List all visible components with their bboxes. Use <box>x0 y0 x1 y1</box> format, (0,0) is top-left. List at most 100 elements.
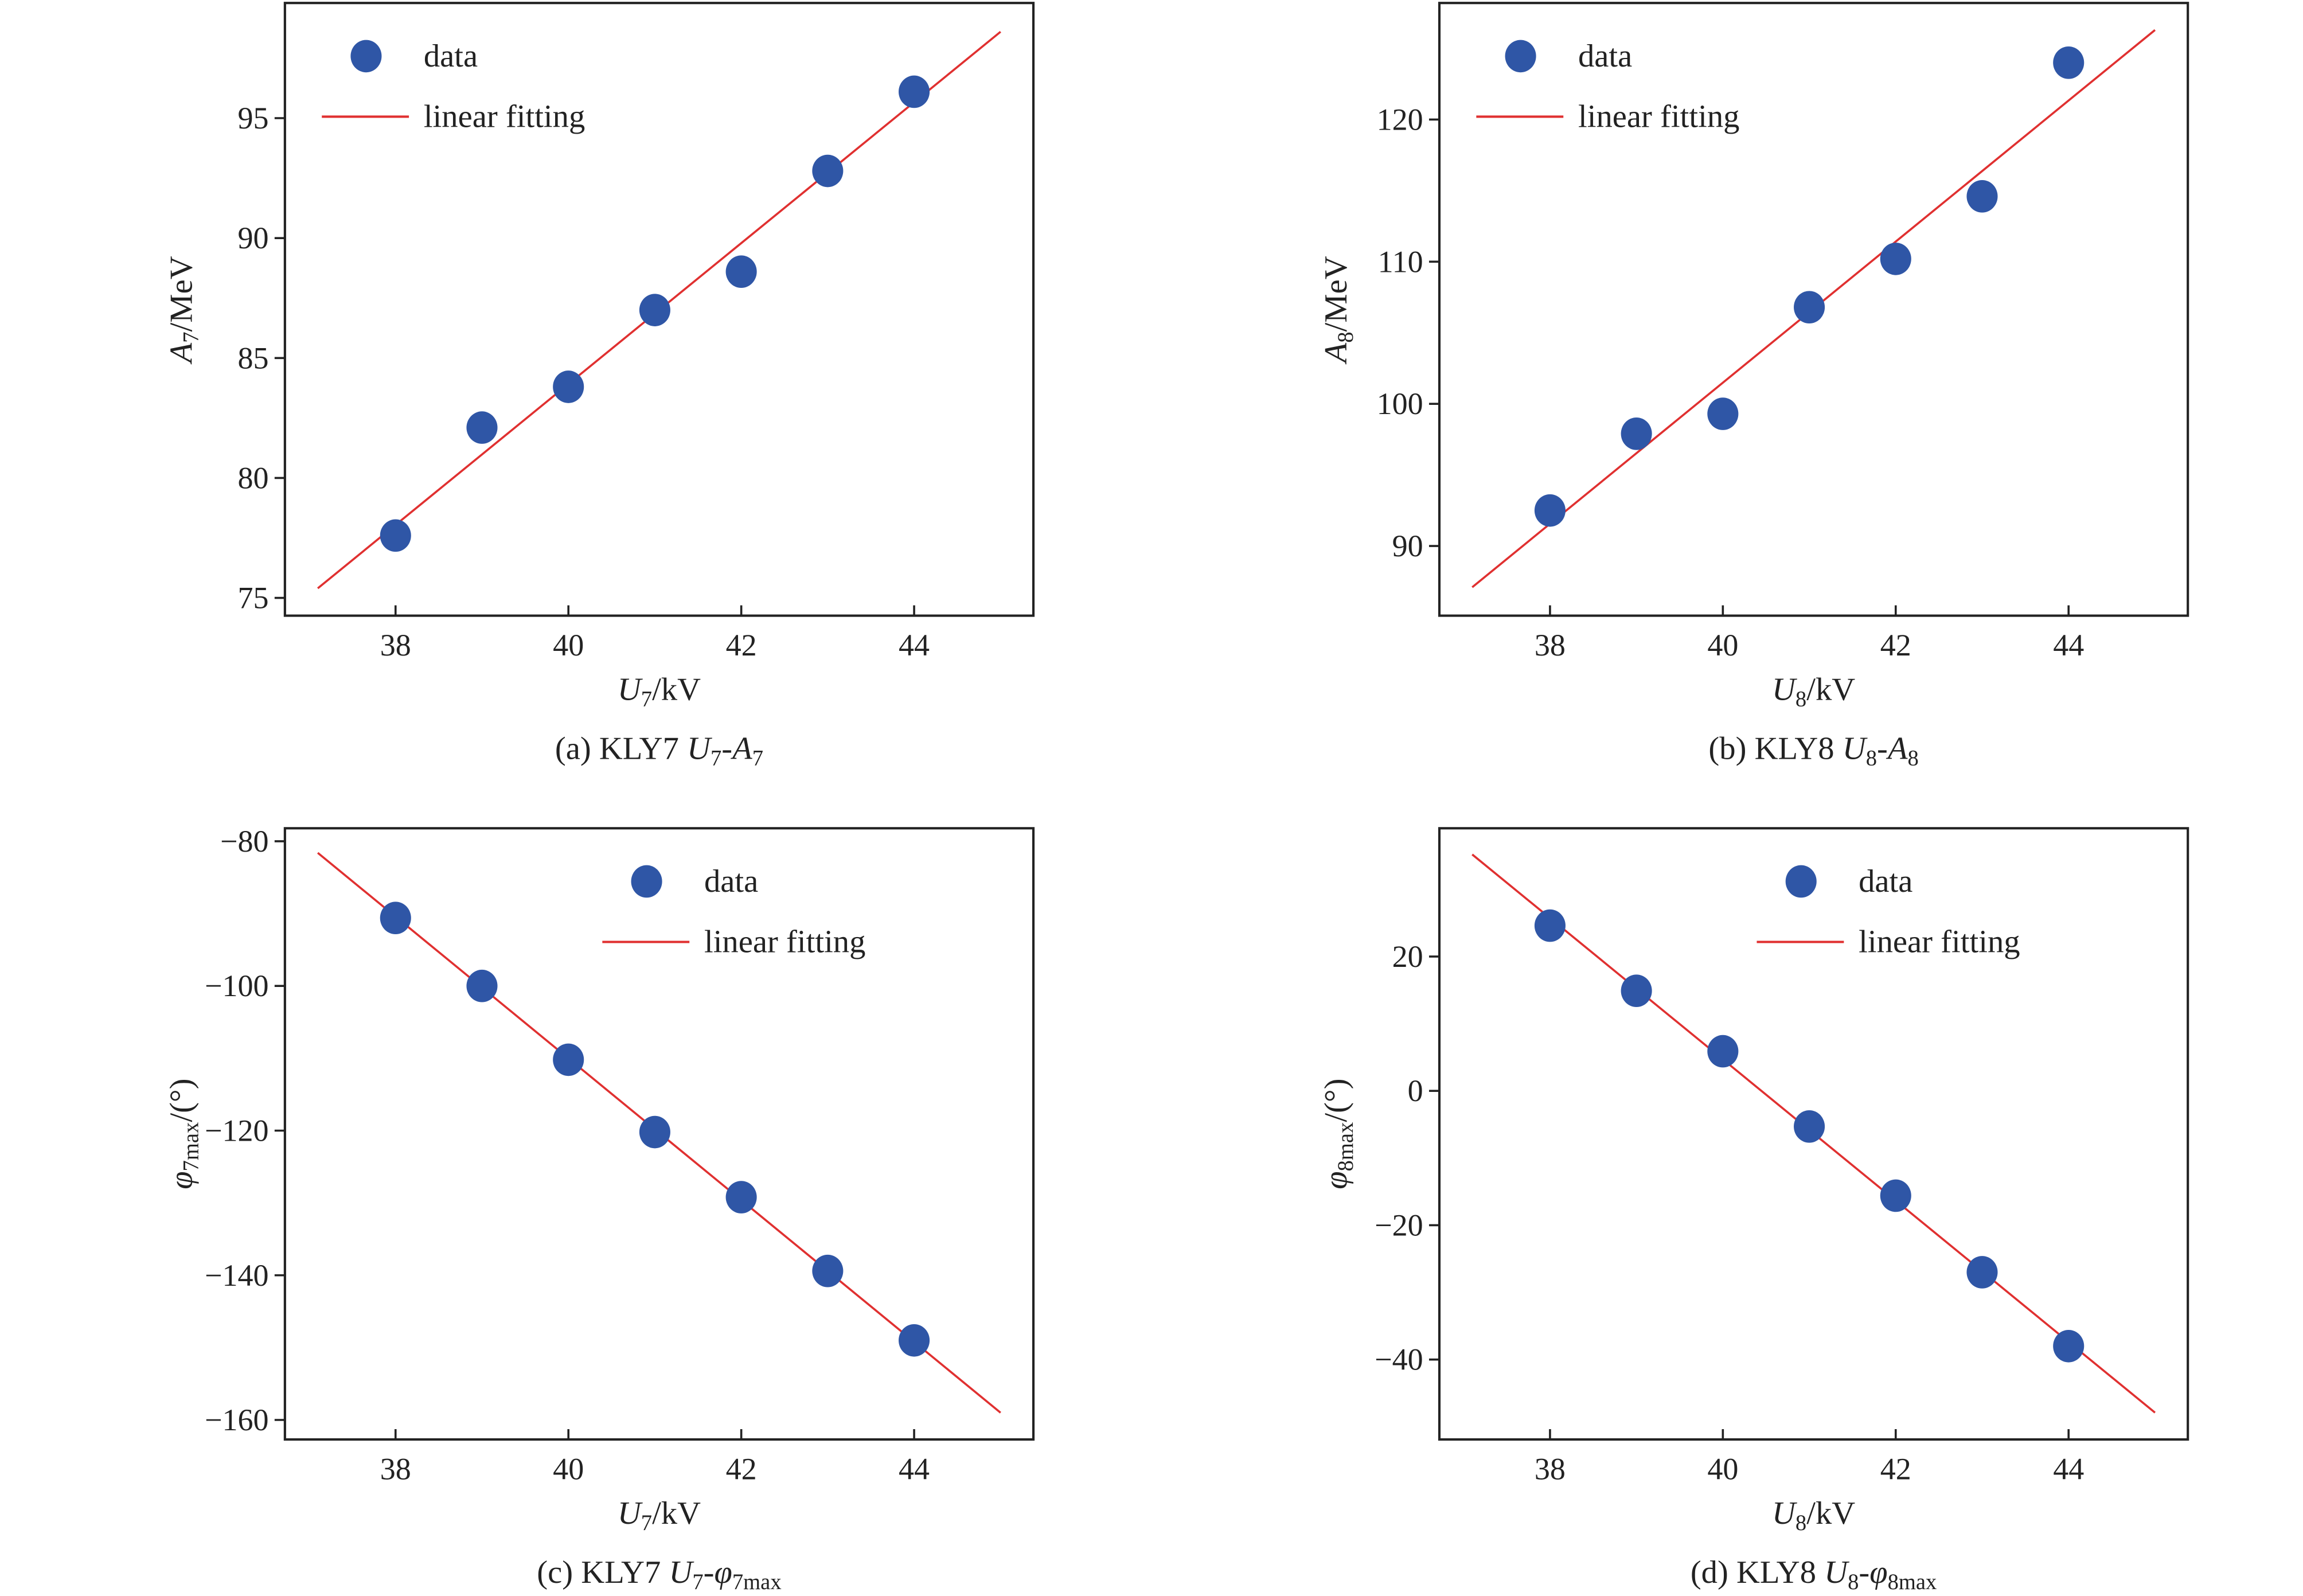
label-part: /MeV <box>1318 256 1354 331</box>
label-part: 8 <box>1334 331 1358 342</box>
legend-marker-data <box>350 40 382 73</box>
y-axis-label: φ7max/(°) <box>164 1079 204 1189</box>
legend-label-data: data <box>1578 38 1632 74</box>
label-part: - <box>721 731 732 766</box>
label-part: - <box>704 1555 715 1590</box>
label-part: 8 <box>1848 1570 1859 1594</box>
x-axis-label: U7/kV <box>618 672 701 711</box>
label-part: 8max <box>1888 1570 1937 1594</box>
panel-caption: (b) KLY8 U8-A8 <box>1708 731 1918 770</box>
label-part: 7 <box>711 746 721 770</box>
data-point <box>1707 1035 1739 1068</box>
data-point <box>639 1115 670 1149</box>
y-tick-label: 75 <box>237 581 268 615</box>
data-point <box>466 969 498 1002</box>
legend-label-data: data <box>704 864 758 899</box>
data-point <box>380 519 411 552</box>
label-part: A <box>164 342 200 365</box>
label-part: (c) KLY7 <box>537 1555 669 1590</box>
label-part: 7 <box>641 687 652 711</box>
label-part: U <box>1772 1496 1797 1531</box>
x-tick-label: 40 <box>553 1452 584 1486</box>
label-part: A <box>1318 342 1354 365</box>
data-point <box>1880 1179 1911 1212</box>
y-axis-label: φ8max/(°) <box>1318 1079 1358 1189</box>
label-part: /MeV <box>164 256 200 331</box>
chart-panel-c: 38 40 42 44−80−100−120−140−160U7/kVφ7max/(°… <box>164 824 1035 1594</box>
x-axis-label: U8/kV <box>1772 672 1855 711</box>
data-point <box>725 255 757 288</box>
label-part: A <box>1886 731 1908 766</box>
y-tick-label: 90 <box>1392 529 1423 563</box>
legend-label-data: data <box>424 38 478 74</box>
legend-label-fit: linear fitting <box>704 924 865 960</box>
y-axis-label: A7/MeV <box>164 256 204 365</box>
panel-caption: (c) KLY7 U7-φ7max <box>537 1555 781 1594</box>
label-part: U <box>618 672 643 707</box>
label-part: U <box>687 731 712 766</box>
x-tick-label: 44 <box>2053 1452 2084 1486</box>
label-part: 8 <box>1795 687 1806 711</box>
data-point <box>1966 1256 1998 1289</box>
label-part: (b) KLY8 <box>1708 731 1842 766</box>
label-part: A <box>730 731 752 766</box>
x-tick-label: 42 <box>1880 628 1911 662</box>
legend-marker-data <box>631 865 662 898</box>
data-point <box>466 411 498 444</box>
legend-label-fit: linear fitting <box>1578 99 1739 134</box>
x-axis-label: U7/kV <box>618 1496 701 1535</box>
x-tick-label: 44 <box>2053 628 2084 662</box>
label-part: φ <box>1318 1171 1354 1189</box>
y-tick-label: 90 <box>237 221 268 255</box>
x-tick-label: 40 <box>1707 1452 1738 1486</box>
x-axis-label: U8/kV <box>1772 1496 1855 1535</box>
label-part: /(°) <box>164 1079 200 1122</box>
label-part: 7 <box>641 1511 652 1535</box>
data-point <box>1621 417 1652 450</box>
data-point <box>725 1181 757 1213</box>
label-part: 8 <box>1907 746 1918 770</box>
y-tick-label: 120 <box>1377 102 1423 136</box>
label-part: 7 <box>752 746 763 770</box>
data-point <box>1621 974 1652 1008</box>
y-tick-label: 95 <box>237 101 268 135</box>
legend-label-fit: linear fitting <box>424 99 585 134</box>
x-tick-label: 40 <box>1707 628 1738 662</box>
plot-frame <box>283 827 1035 1441</box>
data-point <box>553 370 584 403</box>
y-tick-label: −160 <box>205 1403 269 1437</box>
x-tick-label: 38 <box>1535 1452 1566 1486</box>
legend-marker-data <box>1785 865 1817 898</box>
label-part: 7 <box>692 1570 703 1594</box>
legend-label-data: data <box>1859 864 1912 899</box>
x-tick-label: 42 <box>1880 1452 1911 1486</box>
data-point <box>380 902 411 934</box>
label-part: /kV <box>1806 1496 1855 1531</box>
data-point <box>1794 291 1825 323</box>
y-tick-label: −120 <box>205 1114 269 1148</box>
y-tick-label: 110 <box>1378 244 1423 279</box>
y-tick-label: 20 <box>1392 939 1423 974</box>
data-point <box>553 1043 584 1076</box>
data-point <box>899 1324 930 1357</box>
label-part: φ <box>164 1171 200 1189</box>
label-part: 7 <box>179 331 204 342</box>
data-point <box>899 75 930 108</box>
plot-frame <box>283 2 1035 617</box>
legend-label-fit: linear fitting <box>1859 924 2020 960</box>
label-part: U <box>618 1496 643 1531</box>
x-tick-label: 42 <box>726 1452 757 1486</box>
x-tick-label: 44 <box>899 1452 930 1486</box>
x-tick-label: 38 <box>380 1452 411 1486</box>
data-point <box>1707 397 1739 430</box>
x-tick-label: 38 <box>1535 628 1566 662</box>
data-point <box>812 1254 844 1287</box>
label-part: 8 <box>1795 1511 1806 1535</box>
y-axis-label: A8/MeV <box>1318 256 1358 365</box>
data-point <box>1880 243 1911 275</box>
data-point <box>1966 180 1998 213</box>
data-point <box>1534 494 1566 527</box>
y-tick-label: −100 <box>205 969 269 1003</box>
